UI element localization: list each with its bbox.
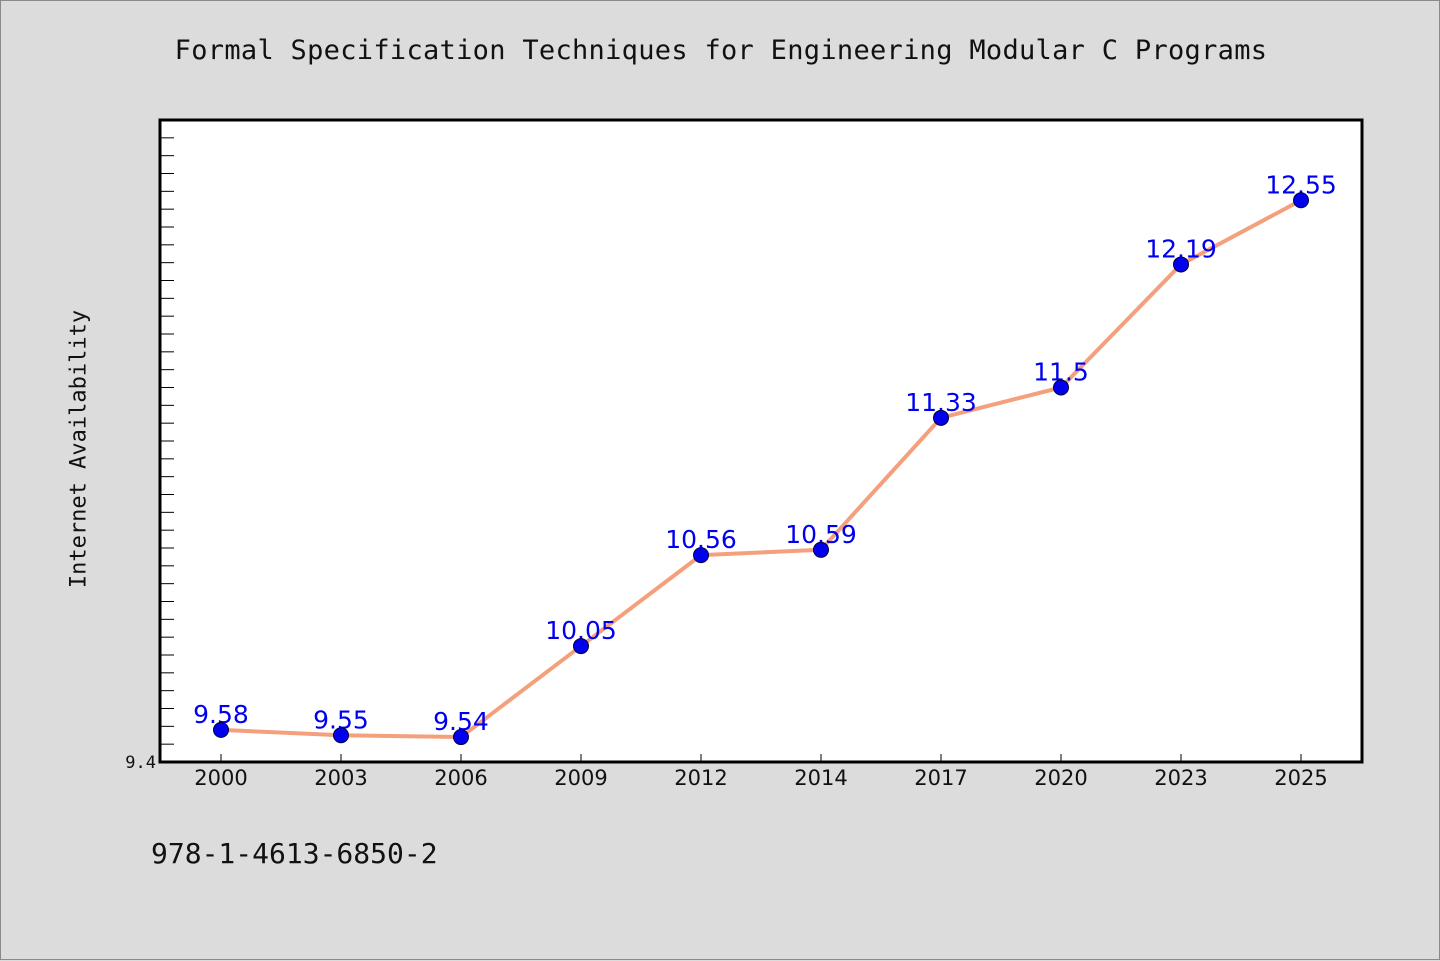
- data-point: [693, 547, 709, 564]
- data-point: [813, 541, 829, 558]
- x-tick-label: 2000: [194, 766, 247, 790]
- x-tick-label: 2025: [1274, 766, 1327, 790]
- x-tick-label: 2006: [434, 766, 487, 790]
- data-point: [573, 638, 589, 655]
- plot-background: [158, 118, 1364, 764]
- data-point: [1053, 379, 1069, 396]
- data-point: [453, 729, 469, 746]
- data-point: [213, 721, 229, 738]
- chart-title: Formal Specification Techniques for Engi…: [174, 35, 1268, 66]
- data-point: [1173, 256, 1189, 273]
- series-line: [219, 198, 1303, 740]
- data-point: [333, 727, 349, 744]
- x-tick-label: 2023: [1154, 766, 1207, 790]
- x-tick-label: 2012: [674, 766, 727, 790]
- y-tick-label: 9.4: [125, 753, 156, 773]
- x-tick-label: 2017: [914, 766, 967, 790]
- x-tick-label: 2020: [1034, 766, 1087, 790]
- x-tick-label: 2014: [794, 766, 847, 790]
- data-point: [1293, 192, 1309, 209]
- footer-note: 978-1-4613-6850-2: [151, 837, 438, 870]
- x-tick-label: 2003: [314, 766, 367, 790]
- x-tick-label: 2009: [554, 766, 607, 790]
- y-axis-ticks: [160, 137, 174, 745]
- data-point: [933, 409, 949, 426]
